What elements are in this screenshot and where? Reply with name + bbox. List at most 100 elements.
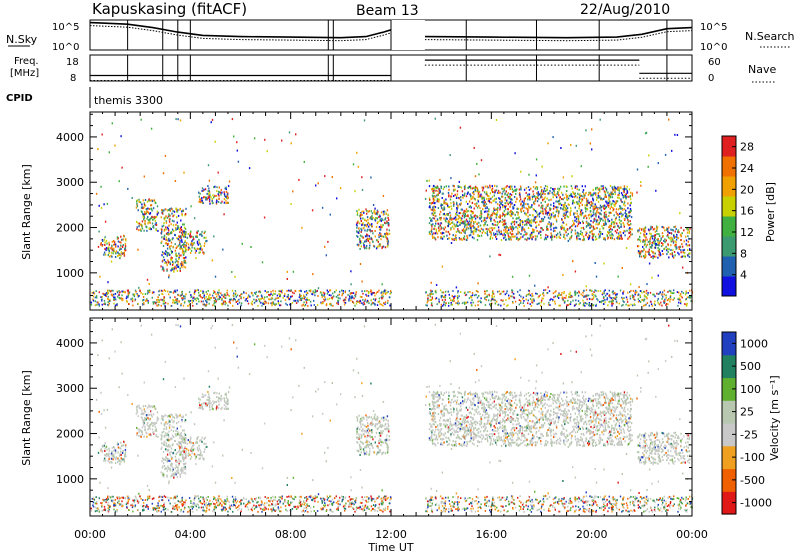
power-cell bbox=[183, 301, 186, 304]
power-cell bbox=[277, 300, 279, 303]
power-cell bbox=[599, 301, 601, 303]
power-cell bbox=[559, 185, 562, 188]
power-cell bbox=[240, 304, 242, 307]
power-cell bbox=[606, 297, 609, 299]
power-cell bbox=[556, 193, 558, 195]
power-cell bbox=[598, 189, 601, 191]
power-cell bbox=[475, 289, 478, 292]
power-cell bbox=[582, 235, 585, 238]
power-cell bbox=[118, 248, 121, 251]
power-cell bbox=[314, 289, 316, 291]
power-cell bbox=[557, 206, 559, 209]
power-cell bbox=[456, 302, 459, 305]
power-cell bbox=[649, 291, 652, 294]
power-cell bbox=[451, 192, 453, 195]
power-cell bbox=[212, 194, 214, 197]
power-cell bbox=[595, 196, 598, 199]
power-cell bbox=[650, 303, 653, 306]
power-cell bbox=[599, 217, 601, 220]
power-cell bbox=[505, 222, 507, 225]
power-cell bbox=[161, 251, 164, 254]
power-cell bbox=[182, 250, 185, 253]
power-cell bbox=[202, 202, 204, 204]
power-cell bbox=[500, 231, 502, 234]
power-cell bbox=[327, 240, 329, 243]
power-cell bbox=[306, 299, 309, 301]
power-cell bbox=[494, 184, 496, 187]
power-cell bbox=[566, 199, 569, 201]
power-cell bbox=[539, 294, 542, 297]
power-cell bbox=[608, 289, 610, 292]
power-cell bbox=[237, 303, 239, 305]
power-cell bbox=[610, 192, 612, 195]
power-cell bbox=[264, 290, 266, 292]
power-cell bbox=[357, 244, 360, 247]
power-cell bbox=[566, 304, 568, 307]
power-cell bbox=[670, 291, 672, 294]
power-cell bbox=[180, 302, 182, 305]
power-cell bbox=[534, 210, 537, 213]
power-cell bbox=[112, 289, 114, 292]
power-cell bbox=[645, 236, 647, 239]
power-cell bbox=[506, 199, 508, 202]
power-cell bbox=[680, 300, 682, 303]
power-cell bbox=[511, 235, 513, 238]
power-cell bbox=[576, 234, 579, 237]
power-cell bbox=[536, 303, 538, 306]
power-cell bbox=[218, 298, 221, 300]
power-cell bbox=[180, 247, 183, 249]
power-cell bbox=[389, 292, 391, 295]
power-cell bbox=[608, 295, 610, 297]
power-cell bbox=[620, 225, 622, 228]
power-cell bbox=[563, 209, 565, 212]
nsky-tick-top: 10^5 bbox=[52, 22, 79, 33]
power-cell bbox=[535, 224, 538, 227]
power-cell bbox=[511, 211, 513, 213]
power-cell bbox=[634, 299, 636, 301]
power-cell bbox=[470, 229, 472, 232]
power-cell bbox=[488, 200, 490, 203]
power-cell bbox=[148, 219, 151, 222]
power-cell bbox=[142, 213, 144, 215]
power-cell bbox=[484, 222, 486, 224]
power-cell bbox=[245, 298, 247, 300]
power-cell bbox=[426, 179, 428, 182]
power-cell bbox=[181, 233, 184, 236]
power-cell bbox=[187, 243, 190, 246]
power-cell bbox=[579, 195, 582, 197]
power-cell bbox=[440, 227, 442, 230]
power-cell bbox=[475, 204, 477, 207]
power-cell bbox=[552, 230, 555, 233]
power-cell bbox=[124, 249, 126, 252]
power-cell bbox=[644, 295, 646, 297]
power-cell bbox=[456, 193, 459, 196]
power-cell bbox=[579, 221, 581, 224]
power-cell bbox=[493, 194, 495, 197]
power-cell bbox=[167, 243, 170, 246]
power-cell bbox=[657, 274, 659, 277]
power-cell bbox=[681, 243, 683, 246]
power-cell bbox=[592, 221, 594, 224]
power-cell bbox=[144, 293, 147, 295]
power-cell bbox=[147, 289, 149, 292]
power-cell bbox=[665, 303, 668, 305]
power-cell bbox=[476, 202, 478, 205]
power-cell bbox=[540, 196, 542, 199]
power-cell bbox=[224, 303, 226, 306]
power-cell bbox=[484, 290, 486, 293]
power-cell bbox=[259, 290, 261, 293]
power-cell bbox=[207, 185, 209, 187]
power-cell bbox=[542, 291, 545, 294]
power-cell bbox=[108, 289, 111, 292]
power-cell bbox=[360, 214, 362, 217]
power-cell bbox=[494, 191, 496, 194]
power-cell bbox=[437, 222, 439, 225]
power-cell bbox=[214, 275, 217, 278]
power-cell bbox=[522, 221, 524, 224]
power-cell bbox=[542, 192, 544, 195]
power-cell bbox=[628, 224, 631, 226]
power-cell bbox=[150, 204, 152, 207]
power-cell bbox=[605, 188, 608, 191]
power-cell bbox=[488, 208, 490, 211]
power-cell bbox=[680, 251, 682, 254]
